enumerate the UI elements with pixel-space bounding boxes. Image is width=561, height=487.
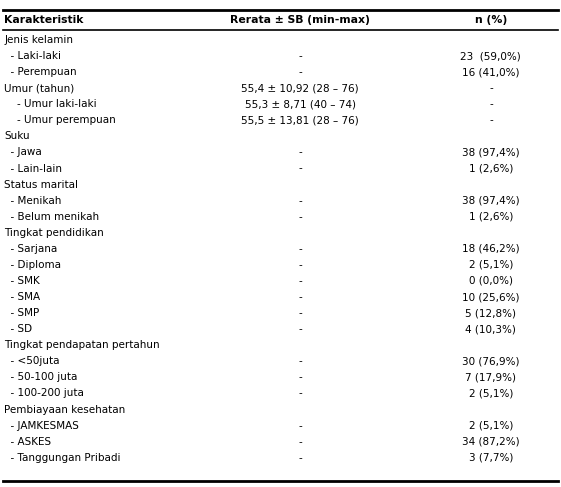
Text: -: - [298,244,302,254]
Text: 34 (87,2%): 34 (87,2%) [462,437,519,447]
Text: 2 (5,1%): 2 (5,1%) [468,389,513,398]
Text: -: - [298,373,302,382]
Text: 38 (97,4%): 38 (97,4%) [462,196,519,206]
Text: - Umur laki-laki: - Umur laki-laki [4,99,97,109]
Text: -: - [298,164,302,173]
Text: 38 (97,4%): 38 (97,4%) [462,148,519,157]
Text: 55,3 ± 8,71 (40 – 74): 55,3 ± 8,71 (40 – 74) [245,99,356,109]
Text: -: - [298,324,302,334]
Text: 18 (46,2%): 18 (46,2%) [462,244,519,254]
Text: Tingkat pendapatan pertahun: Tingkat pendapatan pertahun [4,340,160,350]
Text: -: - [489,115,493,125]
Text: -: - [489,83,493,93]
Text: - Perempuan: - Perempuan [4,67,77,77]
Text: 1 (2,6%): 1 (2,6%) [468,212,513,222]
Text: 4 (10,3%): 4 (10,3%) [466,324,516,334]
Text: - JAMKESMAS: - JAMKESMAS [4,421,79,431]
Text: -: - [298,51,302,61]
Text: - Belum menikah: - Belum menikah [4,212,100,222]
Text: 7 (17,9%): 7 (17,9%) [466,373,516,382]
Text: 23  (59,0%): 23 (59,0%) [461,51,521,61]
Text: - SMK: - SMK [4,276,40,286]
Text: - Lain-lain: - Lain-lain [4,164,62,173]
Text: - SMA: - SMA [4,292,40,302]
Text: -: - [298,212,302,222]
Text: - SMP: - SMP [4,308,40,318]
Text: 55,4 ± 10,92 (28 – 76): 55,4 ± 10,92 (28 – 76) [241,83,359,93]
Text: Jenis kelamin: Jenis kelamin [4,35,73,45]
Text: - ASKES: - ASKES [4,437,52,447]
Text: -: - [298,276,302,286]
Text: - 50-100 juta: - 50-100 juta [4,373,78,382]
Text: 5 (12,8%): 5 (12,8%) [466,308,516,318]
Text: Tingkat pendidikan: Tingkat pendidikan [4,228,104,238]
Text: 2 (5,1%): 2 (5,1%) [468,421,513,431]
Text: 55,5 ± 13,81 (28 – 76): 55,5 ± 13,81 (28 – 76) [241,115,359,125]
Text: Suku: Suku [4,131,30,141]
Text: 30 (76,9%): 30 (76,9%) [462,356,519,366]
Text: 1 (2,6%): 1 (2,6%) [468,164,513,173]
Text: 16 (41,0%): 16 (41,0%) [462,67,519,77]
Text: - SD: - SD [4,324,33,334]
Text: - Jawa: - Jawa [4,148,42,157]
Text: - Sarjana: - Sarjana [4,244,58,254]
Text: -: - [298,260,302,270]
Text: -: - [298,67,302,77]
Text: Umur (tahun): Umur (tahun) [4,83,75,93]
Text: -: - [298,148,302,157]
Text: -: - [298,356,302,366]
Text: - Umur perempuan: - Umur perempuan [4,115,116,125]
Text: -: - [298,437,302,447]
Text: - Laki-laki: - Laki-laki [4,51,62,61]
Text: -: - [298,421,302,431]
Text: 2 (5,1%): 2 (5,1%) [468,260,513,270]
Text: n (%): n (%) [475,15,507,25]
Text: -: - [298,453,302,463]
Text: 10 (25,6%): 10 (25,6%) [462,292,519,302]
Text: - <50juta: - <50juta [4,356,60,366]
Text: - Diploma: - Diploma [4,260,62,270]
Text: -: - [298,196,302,206]
Text: - Tanggungan Pribadi: - Tanggungan Pribadi [4,453,121,463]
Text: -: - [489,99,493,109]
Text: -: - [298,292,302,302]
Text: - Menikah: - Menikah [4,196,62,206]
Text: -: - [298,308,302,318]
Text: 3 (7,7%): 3 (7,7%) [468,453,513,463]
Text: Pembiayaan kesehatan: Pembiayaan kesehatan [4,405,126,414]
Text: Rerata ± SB (min-max): Rerata ± SB (min-max) [230,15,370,25]
Text: -: - [298,389,302,398]
Text: 0 (0,0%): 0 (0,0%) [469,276,513,286]
Text: - 100-200 juta: - 100-200 juta [4,389,84,398]
Text: Karakteristik: Karakteristik [4,15,84,25]
Text: Status marital: Status marital [4,180,79,189]
